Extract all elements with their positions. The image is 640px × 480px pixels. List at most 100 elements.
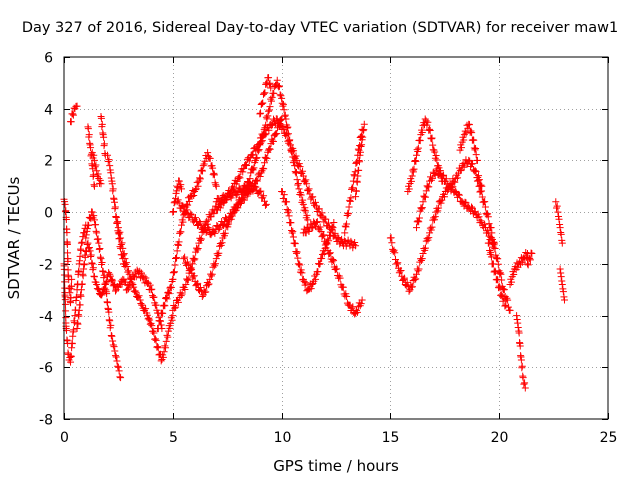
- data-point: [254, 147, 262, 155]
- data-point: [352, 242, 360, 250]
- data-point: [163, 331, 171, 339]
- data-point: [88, 259, 96, 267]
- data-point: [102, 279, 110, 287]
- data-point: [188, 211, 196, 219]
- data-point: [499, 297, 507, 305]
- data-point: [255, 146, 263, 154]
- data-point: [253, 154, 261, 162]
- data-point: [98, 259, 106, 267]
- data-point: [557, 269, 565, 277]
- data-point: [283, 131, 291, 139]
- data-point: [411, 156, 419, 164]
- data-point: [331, 229, 339, 237]
- data-point: [289, 227, 297, 235]
- data-point: [103, 290, 111, 298]
- x-tick-label: 25: [600, 430, 618, 446]
- data-point: [294, 254, 302, 262]
- data-point: [154, 343, 162, 351]
- data-point: [80, 260, 88, 268]
- data-point: [283, 198, 291, 206]
- data-point: [387, 234, 395, 242]
- data-point: [168, 316, 176, 324]
- y-axis-label: SDTVAR / TECUs: [5, 176, 23, 299]
- y-tick-label: -8: [39, 413, 53, 429]
- data-point: [357, 300, 365, 308]
- data-point: [357, 132, 365, 140]
- data-point: [343, 220, 351, 228]
- data-point: [210, 171, 218, 179]
- data-point: [64, 257, 72, 265]
- data-point: [299, 196, 307, 204]
- data-point: [211, 229, 219, 237]
- data-point: [136, 267, 144, 275]
- data-point: [289, 159, 297, 167]
- data-point: [425, 234, 433, 242]
- data-point: [161, 342, 169, 350]
- data-point: [273, 76, 281, 84]
- data-point: [105, 156, 113, 164]
- data-point: [472, 145, 480, 153]
- data-point: [553, 202, 561, 210]
- data-point: [198, 166, 206, 174]
- data-point: [415, 214, 423, 222]
- data-point: [112, 353, 120, 361]
- data-point: [350, 171, 358, 179]
- data-point: [360, 126, 368, 134]
- data-point: [433, 156, 441, 164]
- data-point: [182, 281, 190, 289]
- data-point: [116, 228, 124, 236]
- data-point: [165, 290, 173, 298]
- data-point: [215, 249, 223, 257]
- data-point: [515, 329, 523, 337]
- data-point: [436, 167, 444, 175]
- data-point: [136, 296, 144, 304]
- data-point: [413, 146, 421, 154]
- data-point: [279, 102, 287, 110]
- data-point: [187, 264, 195, 272]
- data-point: [180, 255, 188, 263]
- data-point: [79, 272, 87, 280]
- data-point: [99, 267, 107, 275]
- data-point: [408, 283, 416, 291]
- data-point: [273, 130, 281, 138]
- data-point: [409, 166, 417, 174]
- data-point: [451, 178, 459, 186]
- data-point: [435, 204, 443, 212]
- data-point: [157, 357, 165, 365]
- data-point: [514, 319, 522, 327]
- data-point: [455, 191, 463, 199]
- data-point: [61, 200, 69, 208]
- data-point: [87, 252, 95, 260]
- data-point: [109, 341, 117, 349]
- data-point: [442, 175, 450, 183]
- data-point: [412, 157, 420, 165]
- data-point: [426, 126, 434, 134]
- data-point: [120, 250, 128, 258]
- data-point: [314, 268, 322, 276]
- data-point: [90, 272, 98, 280]
- data-point: [260, 165, 268, 173]
- data-point: [499, 285, 507, 293]
- data-point: [484, 210, 492, 218]
- data-point: [242, 161, 250, 169]
- data-point: [222, 196, 230, 204]
- data-point: [164, 333, 172, 341]
- data-point: [175, 238, 183, 246]
- data-point: [77, 292, 85, 300]
- data-point: [218, 239, 226, 247]
- data-point: [228, 212, 236, 220]
- data-point: [358, 296, 366, 304]
- data-point: [325, 219, 333, 227]
- data-point: [161, 302, 169, 310]
- data-point: [111, 352, 119, 360]
- data-point: [143, 278, 151, 286]
- data-point: [308, 193, 316, 201]
- data-point: [192, 214, 200, 222]
- data-point: [96, 176, 104, 184]
- data-point: [164, 288, 172, 296]
- data-point: [265, 146, 273, 154]
- data-point: [159, 309, 167, 317]
- data-point: [266, 145, 274, 153]
- data-point: [323, 240, 331, 248]
- data-point: [196, 175, 204, 183]
